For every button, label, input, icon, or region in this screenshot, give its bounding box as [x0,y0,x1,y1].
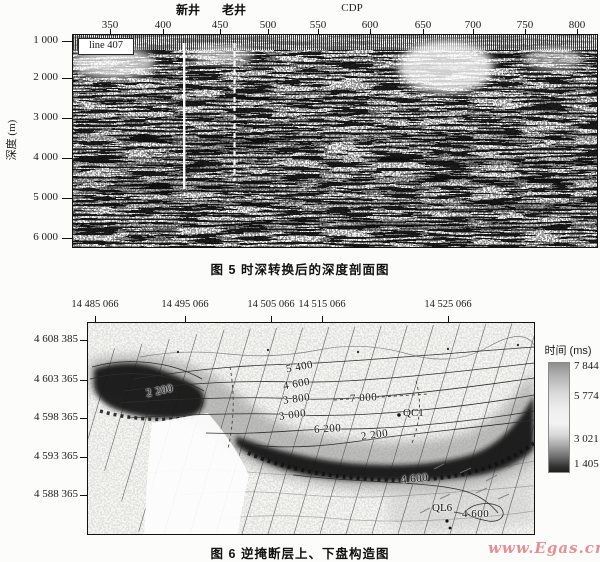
axis-tick [185,316,186,322]
axis-tick [62,158,72,159]
axis-tick [62,238,72,239]
seismic-image [73,35,597,247]
axis-tick [577,29,578,34]
well-track-solid [183,43,186,189]
fig5-cdp-axis-title: CDP [341,2,363,14]
fig6-x-tick-label: 14 495 066 [161,299,209,310]
fig5-cdp-tick-label: 400 [154,19,172,31]
axis-tick [268,29,269,34]
axis-tick [80,457,87,458]
axis-tick [80,380,87,381]
fig5-cdp-tick-label: 550 [309,19,327,31]
fig5-cdp-tick-label: 750 [516,19,534,31]
colorbar-title: 时间 (ms) [544,345,592,357]
axis-tick [80,495,87,496]
fig5-depth-tick-label: 3 000 [33,111,58,123]
fig6-y-tick-label: 4 588 365 [34,488,78,500]
colorbar [548,362,570,473]
fig5-depth-tick-label: 6 000 [33,231,58,243]
axis-tick [525,29,526,34]
well-label-ql6: QL6 [432,502,453,514]
fig5-depth-tick-label: 1 000 [33,34,58,46]
well-marker-qc1 [397,413,401,417]
fig6-y-tick-label: 4 598 365 [34,411,78,423]
fig5-cdp-tick-label: 500 [259,19,277,31]
axis-tick [423,29,424,34]
axis-tick [271,316,272,322]
fig5-cdp-tick-label: 450 [211,19,229,31]
axis-tick [370,29,371,34]
fig6-x-tick-label: 14 515 066 [298,299,346,310]
axis-tick [318,29,319,34]
axis-tick [473,29,474,34]
fig5-depth-tick-label: 4 000 [33,151,58,163]
colorbar-tick-label: 5 774 [574,390,599,402]
axis-tick [220,29,221,34]
fig6-y-tick-label: 4 608 385 [34,333,78,345]
axis-tick [62,198,72,199]
figure5-caption: 图 5 时深转换后的深度剖面图 [210,263,390,277]
axis-tick [62,41,72,42]
fig6-x-tick-label: 14 525 066 [424,299,472,310]
colorbar-tick-label: 7 844 [574,360,599,372]
fig6-y-tick-label: 4 593 365 [34,450,78,462]
colorbar-tick-label: 3 021 [574,433,599,445]
axis-tick [322,316,323,322]
well-marker-ql6 [445,519,449,523]
fig5-cdp-tick-label: 700 [464,19,482,31]
contour-label-4600-bottom: 4 600 [462,508,490,520]
well-label-qc1: QC1 [403,407,424,419]
fig5-cdp-tick-label: 350 [101,19,119,31]
fig5-well-label-laojing: 老井 [221,3,246,17]
colorbar-tick-label: 1 405 [574,458,599,470]
fig5-depth-tick-label: 5 000 [33,191,58,203]
axis-tick [80,418,87,419]
axis-tick [80,340,87,341]
fig6-y-tick-label: 4 603 365 [34,373,78,385]
figure6-caption: 图 6 逆掩断层上、下盘构造图 [210,547,390,561]
fig5-seismic-section: line 407 [72,34,598,248]
fig5-well-label-xinjing: 新井 [175,3,200,17]
fig5-cdp-tick-label: 600 [361,19,379,31]
axis-tick [62,118,72,119]
fig6-x-tick-label: 14 485 066 [71,299,119,310]
fig5-depth-axis-label: 深度 (m) [6,119,18,161]
contour-label-6200: 6 200 [313,422,342,436]
axis-tick [163,29,164,34]
axis-tick [62,78,72,79]
fig6-x-tick-label: 14 505 066 [247,299,295,310]
figure6-map: 2 200 5 400 4 600 3 800 7 000 3 000 6 20… [87,322,535,535]
fig5-depth-tick-label: 2 000 [33,71,58,83]
fig5-cdp-tick-label: 650 [414,19,432,31]
line-number-label: line 407 [78,38,134,55]
structure-map-graphic [88,323,534,534]
axis-tick [95,316,96,322]
contour-label-7000: 7 000 [349,391,378,405]
axis-tick [448,316,449,322]
fig5-cdp-tick-label: 800 [568,19,586,31]
watermark: www.Egas.cn [488,539,600,557]
axis-tick [110,29,111,34]
